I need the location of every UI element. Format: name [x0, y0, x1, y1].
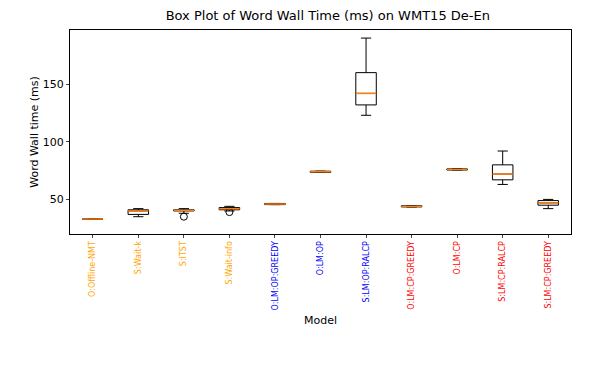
svg-text:O:LM:CP:GREEDY: O:LM:CP:GREEDY [407, 241, 416, 310]
svg-text:Word Wall time (ms): Word Wall time (ms) [28, 76, 41, 188]
svg-text:S:LM:OP:RALCP: S:LM:OP:RALCP [362, 241, 371, 302]
svg-text:O:LM:CP: O:LM:CP [453, 241, 462, 274]
svg-text:100: 100 [43, 136, 64, 149]
svg-text:O:Offline-NMT: O:Offline-NMT [88, 241, 97, 297]
svg-text:S:LM:CP:GREEDY: S:LM:CP:GREEDY [544, 241, 553, 309]
svg-text:O:LM:OP:GREEDY: O:LM:OP:GREEDY [271, 241, 280, 310]
svg-text:Model: Model [304, 314, 337, 327]
svg-text:S:ITST: S:ITST [179, 241, 188, 266]
svg-text:150: 150 [43, 78, 64, 91]
svg-text:S:Wait-k: S:Wait-k [134, 241, 143, 274]
svg-text:S:Wait-info: S:Wait-info [225, 241, 234, 284]
svg-text:S:LM:CP:RALCP: S:LM:CP:RALCP [498, 241, 507, 302]
svg-text:Box Plot of Word Wall Time (ms: Box Plot of Word Wall Time (ms) on WMT15… [166, 8, 490, 23]
svg-text:50: 50 [50, 193, 64, 206]
svg-text:O:LM:OP: O:LM:OP [316, 241, 325, 275]
